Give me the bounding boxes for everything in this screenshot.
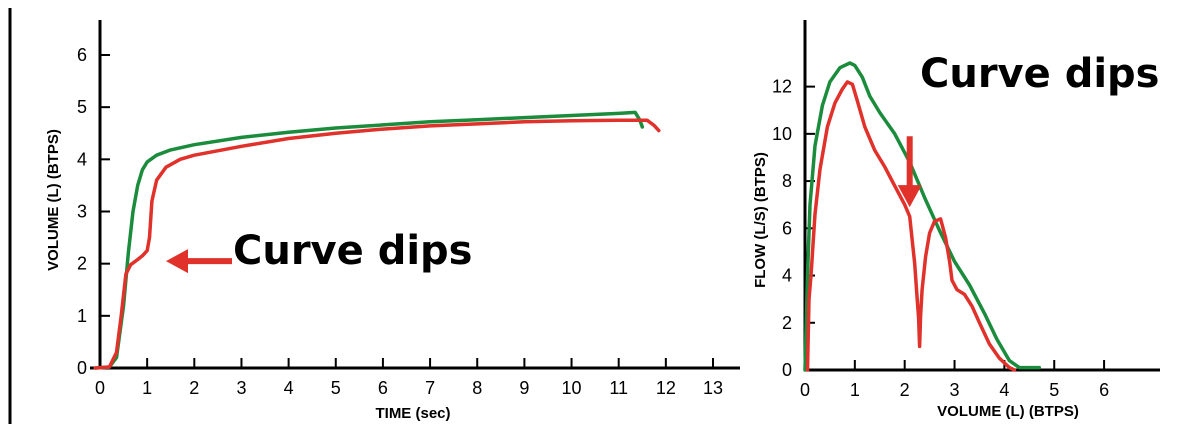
x-tick-label: 9 xyxy=(519,378,529,398)
x-tick-label: 3 xyxy=(236,378,246,398)
y-tick-label: 2 xyxy=(782,313,792,333)
x-tick-label: 0 xyxy=(800,380,810,400)
y-tick-label: 6 xyxy=(782,218,792,238)
green-series-line xyxy=(93,110,645,370)
x-tick-label: 11 xyxy=(609,378,628,398)
x-tick-label: 0 xyxy=(95,378,105,398)
y-tick-label: 0 xyxy=(77,358,87,378)
annotation-arrow xyxy=(897,136,922,208)
x-ticks: 0 1 2 3 4 5 6 7 8 9 10 11 12 13 xyxy=(95,358,723,398)
x-tick-label: 1 xyxy=(142,378,152,398)
y-tick-label: 6 xyxy=(77,45,87,65)
x-tick-label: 5 xyxy=(331,378,341,398)
y-tick-label: 1 xyxy=(77,306,87,326)
x-tick-label: 4 xyxy=(284,378,294,398)
x-ticks: 0 1 2 3 4 5 6 xyxy=(800,360,1109,400)
curve-dips-annotation: Curve dips xyxy=(166,228,472,274)
y-ticks: 0 1 2 3 4 5 6 xyxy=(77,45,110,378)
x-tick-label: 1 xyxy=(850,380,860,400)
y-tick-label: 0 xyxy=(782,360,792,380)
series-group xyxy=(93,110,661,370)
x-tick-label: 6 xyxy=(1099,380,1109,400)
y-tick-label: 4 xyxy=(782,266,792,286)
curve-dips-annotation: Curve dips xyxy=(897,51,1159,208)
red-series-line xyxy=(93,118,661,370)
y-tick-label: 4 xyxy=(77,149,87,169)
x-tick-label: 2 xyxy=(900,380,910,400)
y-tick-label: 8 xyxy=(782,171,792,191)
annotation-arrow xyxy=(166,249,232,274)
y-tick-label: 10 xyxy=(772,124,792,144)
x-tick-label: 12 xyxy=(656,378,676,398)
y-tick-label: 3 xyxy=(77,202,87,222)
y-tick-label: 12 xyxy=(772,77,792,97)
annotation-text: Curve dips xyxy=(233,228,472,274)
x-axis-label: VOLUME (L) (BTPS) xyxy=(937,403,1079,420)
y-ticks: 0 2 4 6 8 10 12 xyxy=(772,77,815,380)
x-tick-label: 4 xyxy=(999,380,1009,400)
x-tick-label: 5 xyxy=(1049,380,1059,400)
y-tick-label: 5 xyxy=(77,97,87,117)
x-tick-label: 3 xyxy=(950,380,960,400)
x-tick-label: 13 xyxy=(703,378,723,398)
y-tick-label: 2 xyxy=(77,254,87,274)
x-tick-label: 7 xyxy=(425,378,435,398)
x-tick-label: 10 xyxy=(562,378,582,398)
x-tick-label: 2 xyxy=(189,378,199,398)
green-series-line xyxy=(803,61,1042,372)
x-axis-label: TIME (sec) xyxy=(375,405,450,422)
y-axis-label: VOLUME (L) (BTPS) xyxy=(45,129,62,271)
x-tick-label: 8 xyxy=(472,378,482,398)
red-series-line xyxy=(805,80,1017,372)
y-axis-label: FLOW (L/S) (BTPS) xyxy=(752,152,769,288)
x-tick-label: 6 xyxy=(378,378,388,398)
annotation-text: Curve dips xyxy=(920,51,1159,97)
series-group xyxy=(803,61,1042,372)
